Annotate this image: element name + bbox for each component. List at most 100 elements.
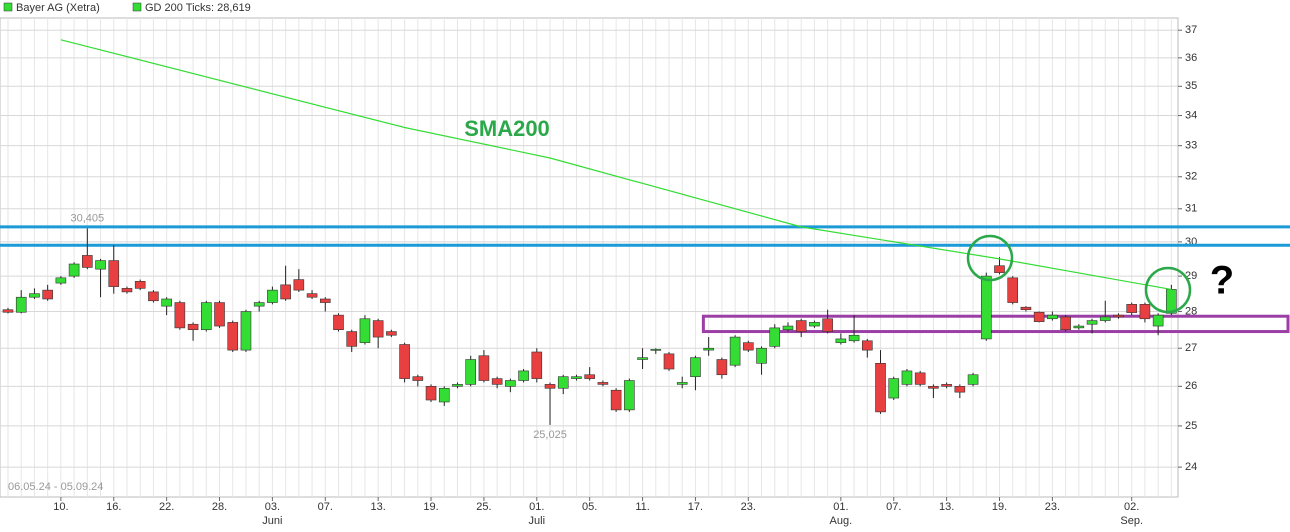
x-tick-label: 02. xyxy=(1124,501,1139,513)
candle-body xyxy=(201,302,212,331)
y-tick-label: 25 xyxy=(1185,420,1197,432)
y-tick-label: 36 xyxy=(1185,52,1197,64)
support-zone xyxy=(701,314,1290,334)
candle-body xyxy=(848,334,860,342)
candle-body xyxy=(980,275,992,340)
candle-body xyxy=(1139,304,1151,320)
candle-body xyxy=(412,376,424,381)
candle-body xyxy=(174,302,186,329)
x-tick-label: 01. xyxy=(833,501,848,513)
plot-area xyxy=(0,17,1179,498)
candle-body xyxy=(544,384,556,389)
y-tick-label: 27 xyxy=(1185,342,1197,354)
y-tick-label: 32 xyxy=(1185,171,1197,183)
candle-body xyxy=(240,311,252,351)
candle-body xyxy=(134,281,146,289)
candle-body xyxy=(861,340,873,351)
candle-body xyxy=(954,386,966,393)
candle-body xyxy=(359,318,371,343)
candle-body xyxy=(624,380,635,411)
candle-body xyxy=(557,376,569,389)
candle-body xyxy=(610,389,622,411)
candle-body xyxy=(386,331,397,336)
legend-label: Bayer AG (Xetra) xyxy=(16,2,100,14)
candle-body xyxy=(42,289,53,300)
candle-body xyxy=(1113,314,1124,318)
x-tick-label: 16. xyxy=(106,501,121,513)
candle-body xyxy=(148,291,159,302)
candle-body xyxy=(743,342,754,351)
candle-body xyxy=(676,382,688,385)
question-mark: ? xyxy=(1210,259,1234,303)
candle-body xyxy=(901,370,913,385)
candle-body xyxy=(571,376,582,379)
candle-body xyxy=(1152,314,1164,327)
candle-body xyxy=(1033,311,1045,322)
y-tick-label: 28 xyxy=(1185,305,1197,317)
x-tick-label: 03. xyxy=(265,501,280,513)
candle-body xyxy=(95,260,106,270)
candle-body xyxy=(650,349,662,351)
x-tick-label: 07. xyxy=(318,501,333,513)
y-tick-label: 33 xyxy=(1185,140,1197,152)
legend-swatch xyxy=(3,2,13,12)
candle-body xyxy=(914,372,926,385)
candle-body xyxy=(372,320,384,338)
y-tick-label: 26 xyxy=(1185,380,1197,392)
sma-line xyxy=(60,39,1172,291)
x-tick-label: 19. xyxy=(423,501,438,513)
candle-body xyxy=(29,293,40,298)
candle-body xyxy=(227,322,239,351)
candle-body xyxy=(756,347,767,364)
candle-body xyxy=(663,353,675,370)
candle-body xyxy=(214,302,225,327)
x-tick-label: 05. xyxy=(582,501,597,513)
candle-body xyxy=(769,327,781,347)
candle-body xyxy=(82,255,93,268)
sma-label: SMA200 xyxy=(464,116,550,141)
value-label: 30,405 xyxy=(70,212,104,224)
candle-body xyxy=(967,374,979,385)
candle-body xyxy=(319,298,331,303)
candle-body xyxy=(425,386,437,401)
candle-body xyxy=(1060,316,1071,331)
candle-body xyxy=(941,384,952,387)
candle-body xyxy=(68,263,80,277)
candle-body xyxy=(55,277,67,284)
x-tick-label: 25. xyxy=(476,501,491,513)
candle-body xyxy=(478,355,490,381)
x-tick-label: 22. xyxy=(159,501,174,513)
candle-body xyxy=(491,378,503,385)
candle-body xyxy=(293,279,305,291)
y-tick-label: 34 xyxy=(1185,109,1197,121)
y-tick-label: 35 xyxy=(1185,80,1197,92)
x-tick-label: 19. xyxy=(992,501,1007,513)
candle-body xyxy=(15,296,27,313)
x-tick-label: 17. xyxy=(688,501,703,513)
x-tick-label: 01. xyxy=(529,501,544,513)
highlight-circle xyxy=(966,234,1014,282)
candle-body xyxy=(518,370,529,381)
range-text: 06.05.24 - 05.09.24 xyxy=(8,481,103,493)
candle-body xyxy=(465,359,477,385)
month-label: Aug. xyxy=(830,515,853,527)
candle-body xyxy=(306,293,318,298)
candle-body xyxy=(438,387,450,403)
candle-body xyxy=(703,347,714,351)
candle-body xyxy=(121,288,133,293)
candle-body xyxy=(835,338,847,343)
candle-body xyxy=(994,265,1005,273)
candle-body xyxy=(253,302,265,307)
candle-body xyxy=(795,320,807,332)
candle-body xyxy=(584,374,595,379)
candle-body xyxy=(399,344,410,379)
candle-body xyxy=(267,289,278,303)
candle-body xyxy=(597,382,609,385)
candle-body xyxy=(729,336,741,366)
candle-body xyxy=(637,357,648,360)
candle-body xyxy=(822,318,833,332)
candle-body xyxy=(1086,320,1098,325)
candle-body xyxy=(333,314,344,331)
